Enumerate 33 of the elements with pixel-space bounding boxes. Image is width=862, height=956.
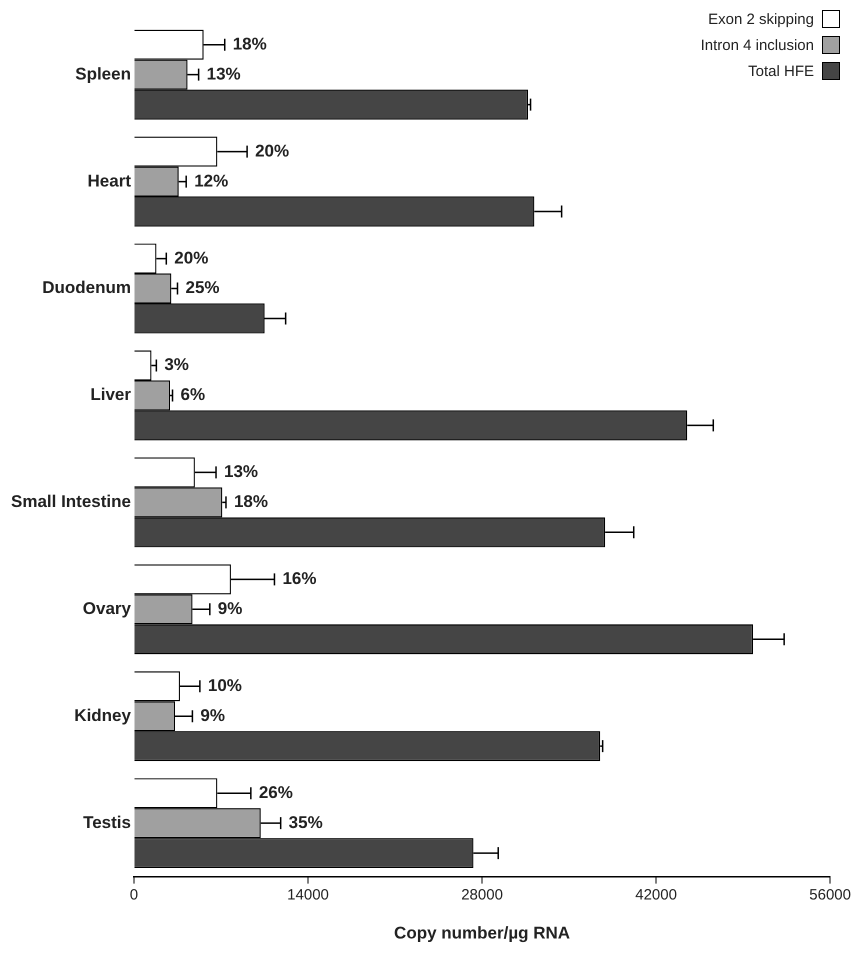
x-tick-label: 14000	[287, 886, 329, 904]
x-tick-label: 42000	[635, 886, 677, 904]
annotation: 25%	[185, 278, 220, 298]
y-tick-label: Small Intestine	[10, 492, 131, 512]
legend-label: Total HFE	[748, 62, 814, 80]
annotation: 12%	[194, 171, 228, 190]
annotation: 9%	[200, 706, 225, 725]
y-tick-label: Testis	[83, 812, 131, 832]
y-tick-label: Kidney	[74, 706, 132, 725]
annotation: 20%	[255, 141, 290, 160]
annotation: 13%	[206, 64, 241, 84]
y-tick-label: Heart	[88, 171, 132, 190]
annotation: 10%	[208, 676, 242, 695]
y-tick-label: Ovary	[82, 598, 132, 618]
y-tick-label: Liver	[90, 385, 132, 404]
annotation: 20%	[174, 248, 208, 268]
y-tick-label: Duodenum	[42, 278, 131, 298]
annotation: 18%	[232, 34, 267, 54]
annotation: 6%	[180, 385, 206, 404]
x-axis-title: Copy number/µg RNA	[394, 923, 570, 942]
annotation: 26%	[258, 782, 293, 802]
text: Exon 2 skipping	[708, 10, 814, 28]
annotation: 13%	[224, 462, 258, 482]
x-tick-label: 56000	[809, 886, 852, 904]
y-tick-label: Spleen	[75, 64, 131, 84]
annotation: 9%	[218, 598, 242, 618]
x-tick-label: 28000	[461, 886, 503, 904]
annotation: 16%	[282, 569, 316, 588]
x-tick-label: 0	[130, 886, 138, 904]
annotation: 18%	[234, 492, 268, 512]
legend-label: Intron 4 inclusion	[700, 36, 814, 54]
annotation: 35%	[288, 812, 323, 832]
annotation: 3%	[164, 355, 189, 374]
